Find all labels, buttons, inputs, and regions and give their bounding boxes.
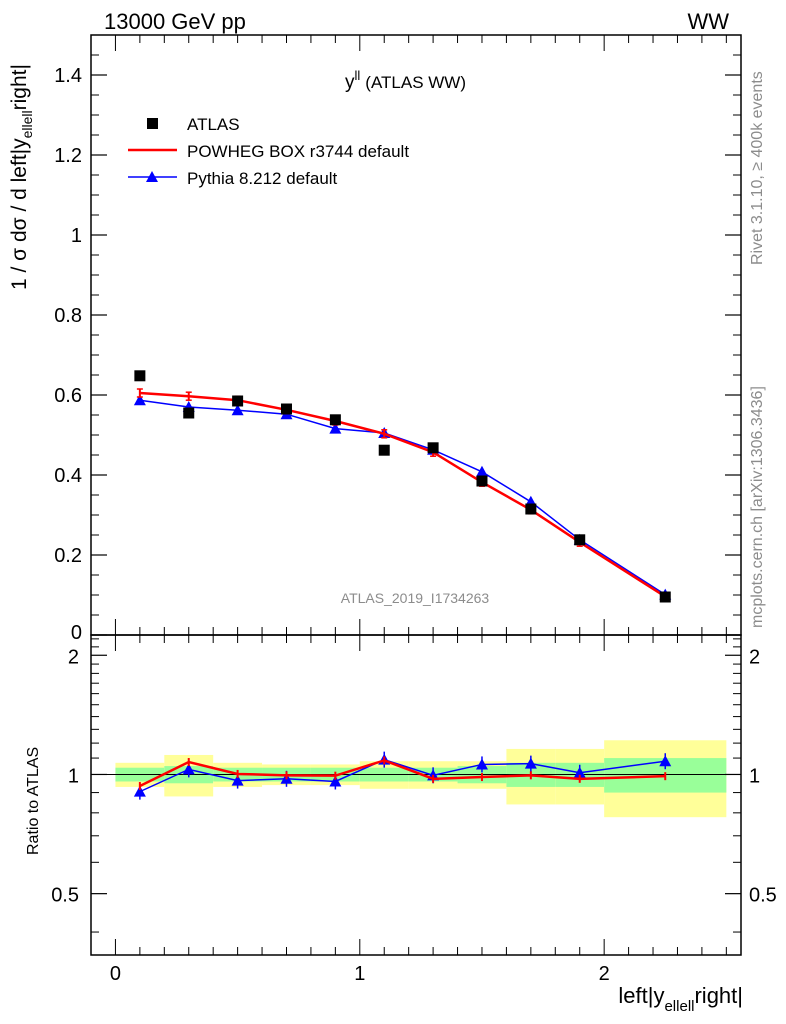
ratio-pythia-marker — [524, 757, 537, 769]
mcplots-label: mcplots.cern.ch [arXiv:1306.3436] — [749, 386, 766, 628]
energy-label: 13000 GeV pp — [104, 9, 246, 34]
atlas-data-point — [427, 442, 439, 454]
legend-marker-atlas — [147, 118, 158, 129]
atlas-data-point — [659, 591, 671, 603]
process-label: WW — [687, 9, 729, 34]
atlas-data-point — [232, 395, 244, 407]
x-axis-label: left|yellellright| — [618, 983, 743, 1015]
ratio-pythia-marker — [475, 758, 488, 770]
plot-title-rest: (ATLAS WW) — [365, 73, 466, 92]
powheg-line — [139, 391, 666, 598]
ratio-series-group — [133, 751, 672, 800]
atlas-data-point — [329, 414, 341, 426]
atlas-data-point — [525, 503, 537, 515]
ratio-frame — [90, 634, 742, 956]
rivet-label: Rivet 3.1.10, ≥ 400k events — [749, 71, 766, 265]
x-tick-label: 1 — [354, 963, 365, 985]
atlas-data-point — [183, 407, 195, 419]
legend-marker-pythia-triangle — [146, 171, 158, 182]
x-tick-label: 0 — [110, 963, 121, 985]
pythia-marker — [329, 422, 342, 434]
main-y-tick-label: 0.6 — [54, 385, 82, 407]
ratio-pythia-marker — [573, 766, 586, 778]
ratio-pythia-marker — [182, 763, 195, 775]
main-y-tick-label: 0.2 — [54, 545, 82, 567]
atlas-data-point — [134, 370, 146, 382]
main-y-axis-label-end: right| — [8, 64, 31, 110]
plot-title-sup: ll — [355, 68, 361, 83]
atlas-data-point — [280, 403, 292, 415]
legend-label: ATLAS — [187, 115, 240, 134]
main-y-tick-label: 1.2 — [54, 145, 82, 167]
ratio-pythia-marker — [659, 755, 672, 767]
main-y-tick-label: 1.4 — [54, 65, 82, 87]
main-y-axis-label-text: 1 / σ dσ / d left|y — [8, 138, 31, 290]
x-tick-label: 2 — [599, 963, 610, 985]
main-y-tick-label: 0 — [71, 622, 82, 644]
ratio-y-tick-label: 1 — [68, 765, 79, 787]
ratio-pythia-marker — [329, 775, 342, 787]
pythia-marker — [475, 465, 488, 477]
x-axis-label-text: left|y — [618, 983, 664, 1008]
pythia-marker — [133, 394, 146, 406]
ratio-y-tick-label: 2 — [68, 646, 79, 668]
x-axis-label-end: right| — [694, 983, 743, 1008]
ratio-pythia-marker — [133, 785, 146, 797]
atlas-data-point — [476, 475, 488, 487]
main-y-axis-label-sub: ellell — [19, 110, 35, 138]
pythia-marker — [231, 404, 244, 416]
ratio-pythia-marker — [231, 774, 244, 786]
main-y-tick-label: 1 — [71, 225, 82, 247]
ratio-y-axis-label: Ratio to ATLAS — [25, 747, 42, 855]
legend: ATLAS POWHEG BOX r3744 default Pythia 8.21… — [128, 115, 409, 188]
pythia-line — [139, 399, 666, 596]
main-y-tick-label: 0.4 — [54, 465, 82, 487]
legend-label: Pythia 8.212 default — [187, 169, 338, 188]
analysis-watermark: ATLAS_2019_I1734263 — [341, 590, 490, 606]
ratio-y-tick-label: 0.5 — [51, 885, 79, 907]
atlas-data-point — [378, 444, 390, 456]
ratio-plot-area: 0.5 0.5 1 1 2 2 0 1 2 — [51, 634, 777, 985]
x-axis-label-sub: ellell — [664, 998, 694, 1015]
ratio-y-tick-label-right: 2 — [749, 646, 760, 668]
ratio-uncertainty-bands — [115, 740, 727, 818]
plot-title: yll (ATLAS WW) — [345, 68, 466, 93]
main-y-axis-label: 1 / σ dσ / d left|yellellright| — [8, 64, 35, 290]
main-y-tick-label: 0.8 — [54, 305, 82, 327]
ratio-y-tick-label-right: 1 — [749, 765, 760, 787]
ratio-y-tick-label-right: 0.5 — [749, 885, 777, 907]
atlas-data-point — [574, 534, 586, 546]
plot-title-main: y — [345, 72, 355, 93]
main-series-group — [133, 370, 672, 603]
legend-label: POWHEG BOX r3744 default — [187, 142, 409, 161]
